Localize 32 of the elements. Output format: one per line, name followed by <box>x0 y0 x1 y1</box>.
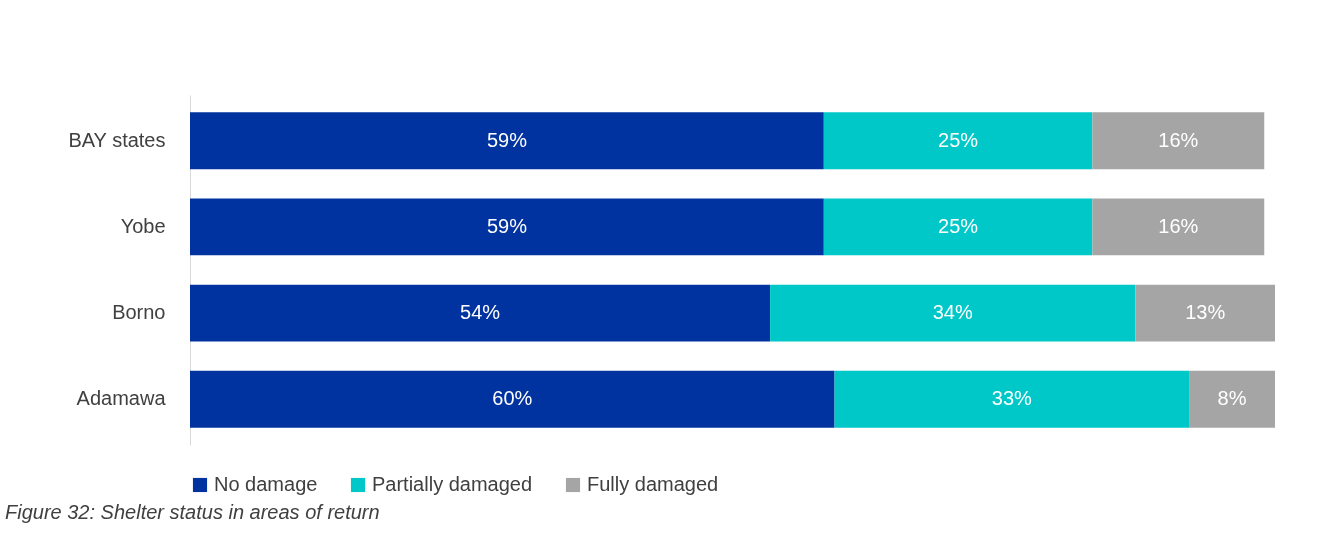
bar <box>834 370 1190 428</box>
legend-label: Partially damaged <box>372 473 533 495</box>
data-label: 33% <box>991 387 1033 410</box>
bar <box>1092 112 1265 170</box>
legend-label: Fully damaged <box>587 473 719 495</box>
data-label: 25% <box>938 214 979 237</box>
data-label: 8% <box>1217 387 1247 410</box>
y-tick-label: BAY states <box>68 128 166 151</box>
bar <box>823 112 1093 170</box>
y-tick-label: Adamawa <box>76 387 167 410</box>
data-label: 13% <box>1185 301 1226 324</box>
bar <box>190 370 835 428</box>
data-label: 16% <box>1158 128 1199 151</box>
data-label: 59% <box>486 128 528 151</box>
bar <box>1135 284 1275 342</box>
data-label: 34% <box>932 301 973 324</box>
bar <box>1189 370 1275 428</box>
data-label: 54% <box>460 301 501 324</box>
bar <box>823 198 1093 256</box>
data-label: 59% <box>486 214 528 237</box>
bar <box>1092 198 1265 256</box>
bar <box>190 198 824 256</box>
data-label: 16% <box>1158 214 1199 237</box>
caption: Figure 32: Shelter status in areas of return <box>5 501 380 523</box>
bar <box>770 284 1136 342</box>
bar <box>190 284 771 342</box>
data-label: 60% <box>492 387 533 410</box>
y-tick-label: Yobe <box>120 214 166 237</box>
bar <box>190 112 824 170</box>
data-label: 25% <box>938 128 979 151</box>
legend-label: No damage <box>214 473 318 495</box>
y-tick-label: Borno <box>112 301 166 324</box>
